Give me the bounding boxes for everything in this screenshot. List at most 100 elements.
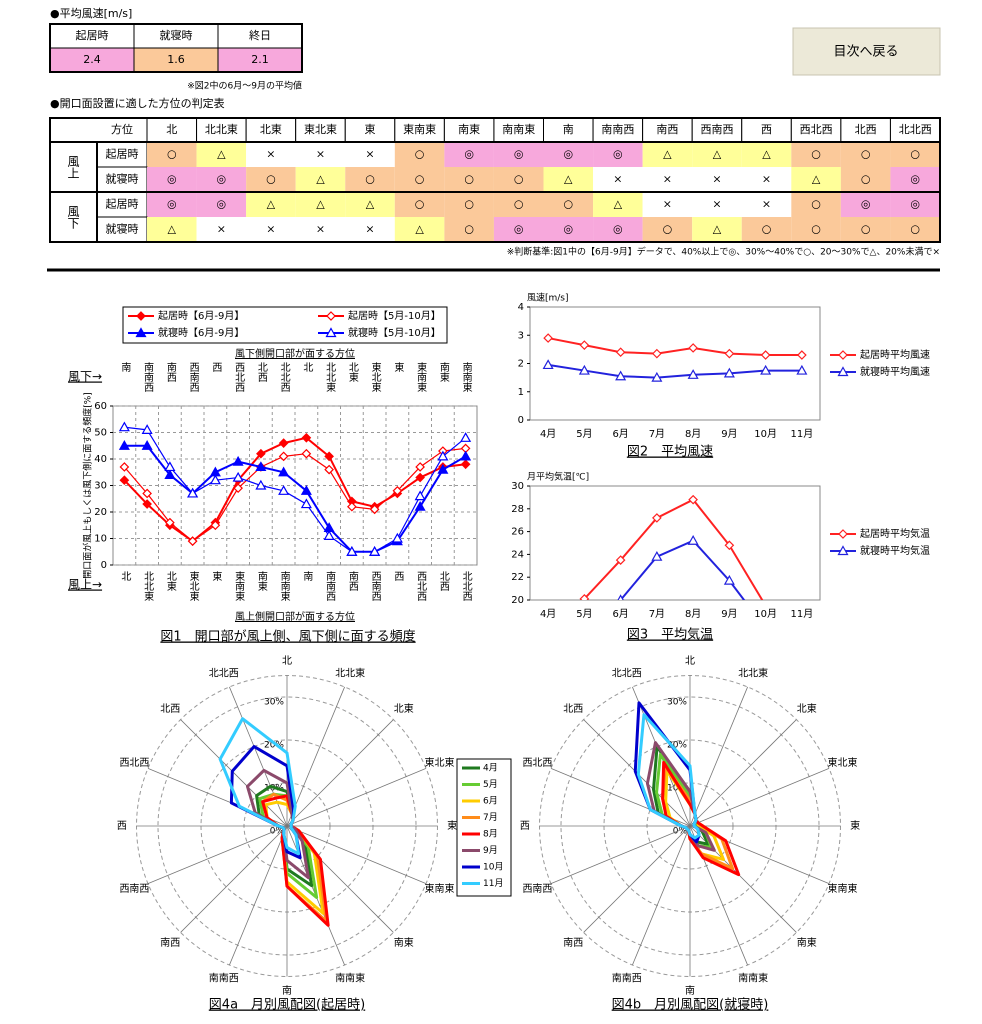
y-tick-label: 1 [518,387,524,398]
judge-symbol: ◎ [563,148,573,161]
direction-label: 北東 [797,702,817,715]
judge-cell [593,192,643,217]
judge-cell [196,142,247,167]
y-tick-label: 28 [511,504,524,515]
y-tick-label: 26 [511,527,524,538]
judge-symbol: △ [316,198,325,211]
point [346,546,358,556]
button-bg[interactable] [792,27,941,76]
direction-label: 西北西 [119,757,149,769]
spoke [689,686,748,827]
x2-tick-label: 東 [392,361,404,373]
value-text: 2.4 [83,53,101,66]
y-tick-label: 24 [511,549,524,560]
judge-symbol: × [613,173,622,186]
x-tick-label: 11月 [791,608,814,620]
dir-text: 北西 [855,123,877,136]
direction-label: 西 [520,821,530,832]
row-label: 起居時 [106,148,139,161]
y-tick-label: 20 [94,507,107,518]
judge-symbol: ○ [563,198,573,211]
judge-symbol: ○ [167,148,177,161]
judge-symbol: ◎ [613,223,623,236]
judge-symbol: △ [713,148,722,161]
button-label[interactable]: 目次へ戻る [833,45,898,60]
point [347,501,357,512]
point [437,450,449,461]
point [687,369,699,379]
spoke [180,825,288,933]
direction-label: 北北西 [612,667,642,679]
x-tick-label: 7月 [649,428,665,440]
judge-cell [444,142,494,167]
point [724,540,735,551]
x-tick-label: 4月 [540,608,556,620]
legend-text: 4月 [483,763,498,774]
judge-cell [741,167,792,192]
dir-cell [344,117,396,143]
point [165,517,175,528]
x-tick-label: 8月 [685,608,701,620]
judge-symbol: ◎ [910,173,920,186]
judge-cell [741,217,792,242]
point [323,530,335,540]
y-axis-title: 風速[m/s] [527,293,569,304]
judge-cell [394,192,445,217]
judge-cell [295,167,346,192]
legend-text: 就寝時平均気温 [860,544,930,557]
ring-label: 30% [264,698,284,708]
judge-cell [295,142,346,167]
judge-cell [493,167,544,192]
x2-tick-label: 西 [210,362,222,372]
judge-symbol: × [365,148,374,161]
point [142,488,152,499]
series-line [547,337,802,357]
judge-cell [543,167,594,192]
corner-text: 方位 [111,122,133,136]
chart-title: 図4b 月別風配図(就寝時) [612,998,769,1013]
judge-symbol: △ [663,148,672,161]
direction-label: 北北東 [738,666,768,679]
point [580,641,589,649]
x-tick-label: 南南東 [278,570,290,602]
point [578,364,590,375]
judge-symbol: ◎ [861,198,871,211]
direction-label: 北東 [394,702,414,715]
judge-symbol: ○ [514,173,524,186]
wind-note: ※図2中の6月～9月の平均値 [187,80,302,92]
point [415,462,425,472]
judge-cell [493,192,544,217]
row-label: 就寝時 [106,222,139,236]
dir-cell [394,117,445,143]
judge-symbol: × [365,223,374,236]
point [141,440,153,450]
y-tick-label: 2 [518,359,524,370]
row-label: 起居時 [106,198,139,211]
point [615,347,626,358]
judge-cell [493,142,544,167]
spoke [286,825,427,884]
header-text: 終日 [249,29,271,42]
point [232,455,244,466]
judge-cell [692,217,742,242]
dir-cell [592,117,644,143]
direction-label: 北北西 [209,667,239,679]
series-line [123,436,466,543]
dir-text: 南南西 [601,123,634,136]
downwind-label: 風下→ [68,370,102,384]
judge-cell [642,142,693,167]
judge-cell [642,192,693,217]
x-tick-label: 北西 [437,571,449,591]
back-button[interactable]: 目次へ戻る [792,27,941,76]
point [760,364,772,375]
y-tick-label: 50 [94,428,107,439]
point [392,485,403,496]
dir-cell [889,117,941,143]
judge-cell [246,192,296,217]
judge-symbol: ◎ [464,148,474,161]
group-text: 風下 [66,205,80,229]
dir-cell [443,117,495,143]
judge-symbol: △ [168,223,177,236]
point [300,485,312,495]
point [301,448,312,459]
